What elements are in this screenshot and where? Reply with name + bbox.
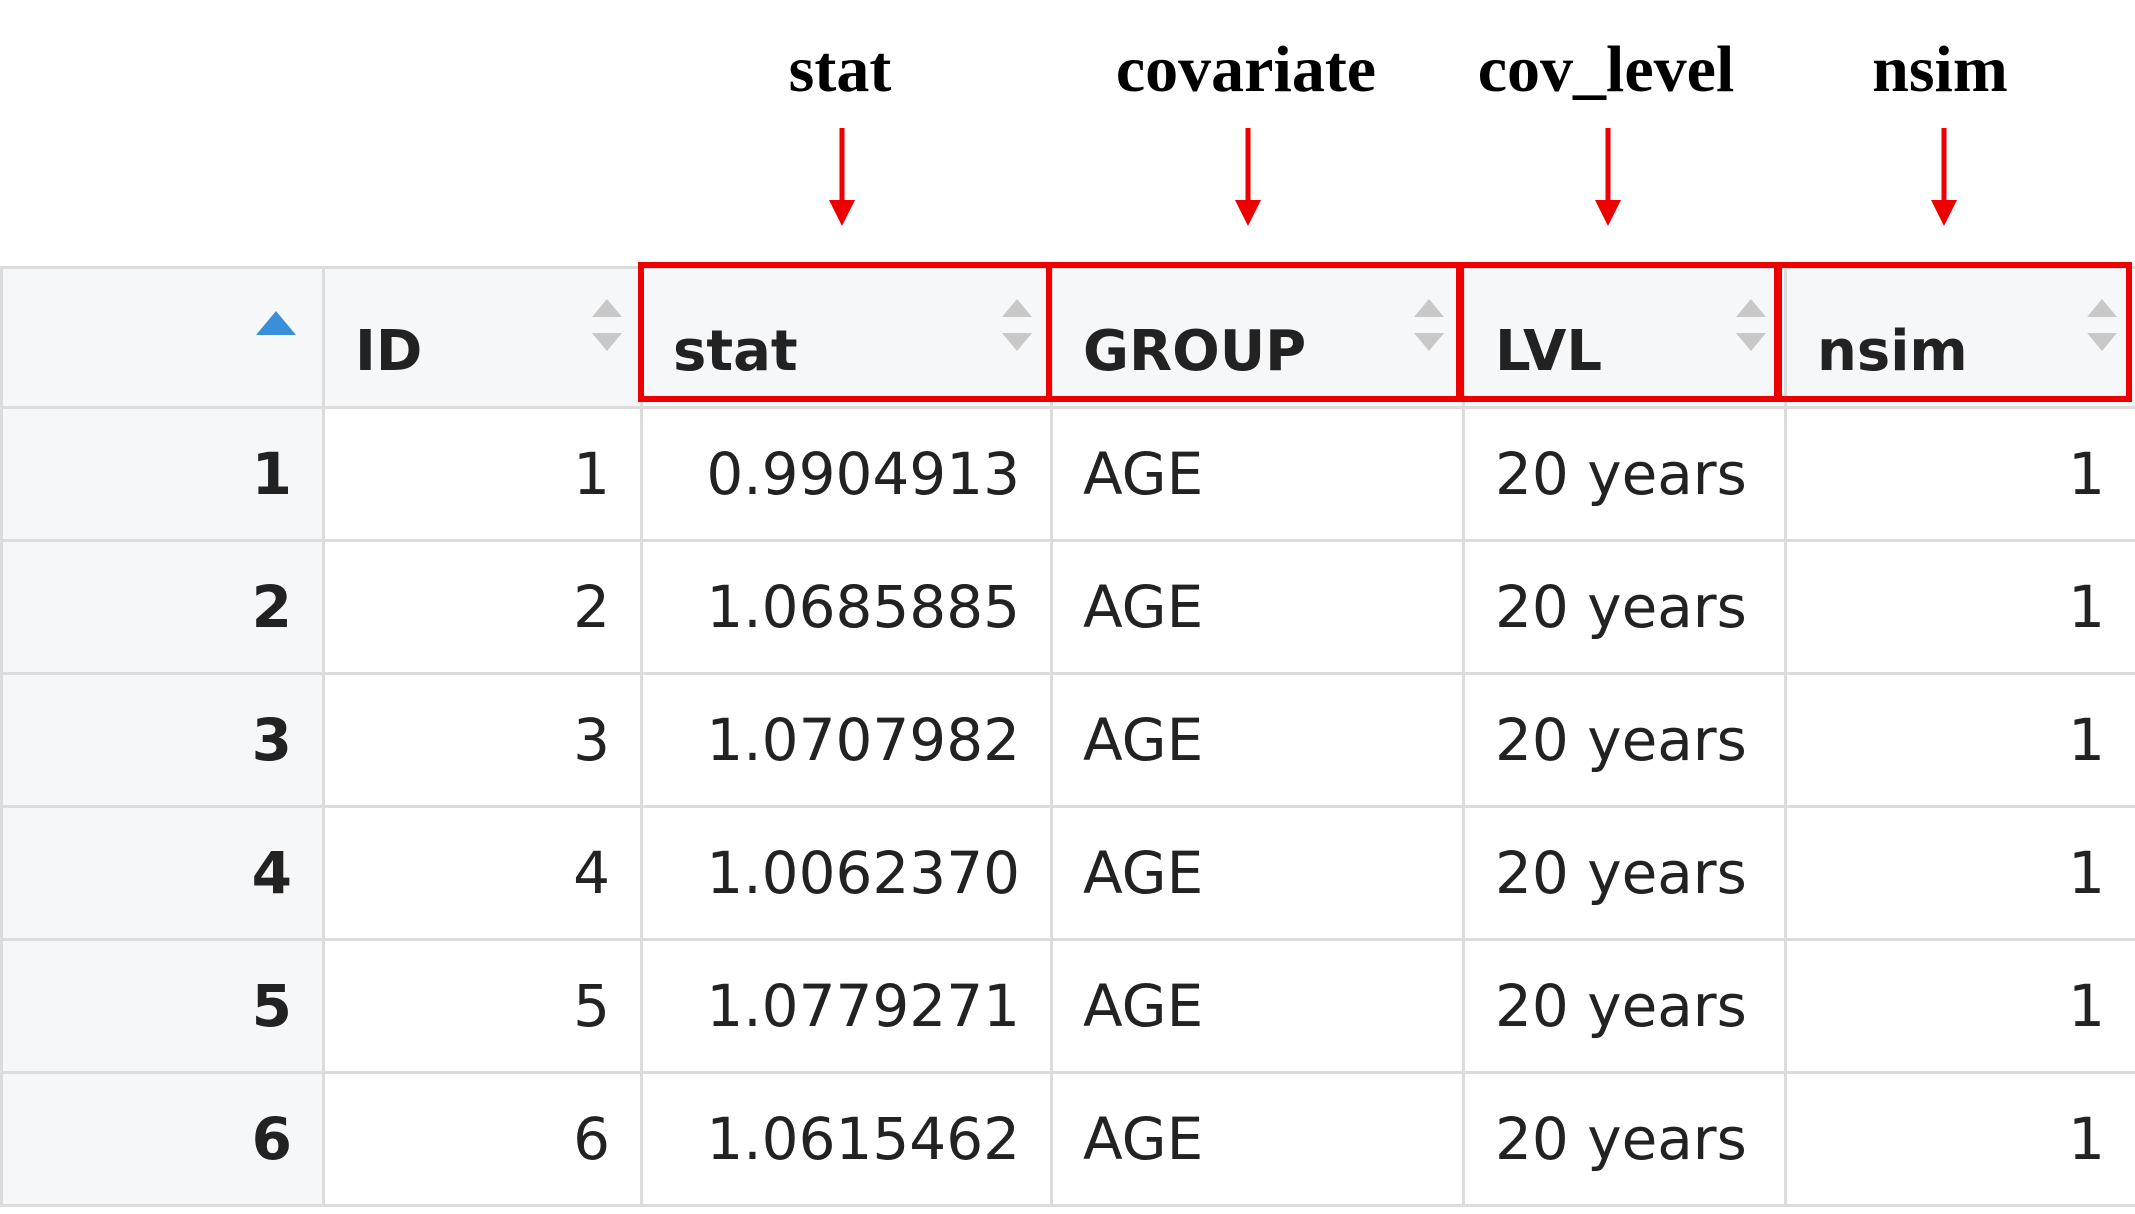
annotation-label-nsim: nsim — [1872, 33, 2008, 106]
stat-cell: 1.0685885 — [640, 539, 1053, 675]
group-cell: AGE — [1050, 805, 1465, 941]
nsim-cell: 1 — [1784, 1071, 2135, 1207]
lvl-cell: 20 years — [1462, 1071, 1787, 1207]
annotation-label-cov-level: cov_level — [1477, 33, 1735, 106]
column-header-group[interactable]: GROUP — [1050, 266, 1465, 409]
stat-cell: 1.0062370 — [640, 805, 1053, 941]
table-row[interactable]: 1 1 0.9904913 AGE 20 years 1 — [0, 406, 2135, 542]
arrow-down-icon — [1931, 128, 1957, 226]
table-row[interactable]: 5 5 1.0779271 AGE 20 years 1 — [0, 938, 2135, 1074]
nsim-cell: 1 — [1784, 938, 2135, 1074]
stat-cell: 1.0779271 — [640, 938, 1053, 1074]
annotation-label-stat: stat — [788, 33, 892, 106]
nsim-cell: 1 — [1784, 539, 2135, 675]
row-index-cell: 2 — [0, 539, 325, 675]
column-header-label: nsim — [1817, 319, 1968, 384]
stat-cell: 1.0707982 — [640, 672, 1053, 808]
id-cell: 6 — [322, 1071, 643, 1207]
group-cell: AGE — [1050, 539, 1465, 675]
group-cell: AGE — [1050, 938, 1465, 1074]
group-cell: AGE — [1050, 672, 1465, 808]
lvl-cell: 20 years — [1462, 672, 1787, 808]
id-cell: 5 — [322, 938, 643, 1074]
stat-cell: 0.9904913 — [640, 406, 1053, 542]
table-row[interactable]: 6 6 1.0615462 AGE 20 years 1 — [0, 1071, 2135, 1207]
arrow-down-icon — [1235, 128, 1261, 226]
id-cell: 2 — [322, 539, 643, 675]
arrow-down-icon — [1595, 128, 1621, 226]
group-cell: AGE — [1050, 1071, 1465, 1207]
column-header-nsim[interactable]: nsim — [1784, 266, 2135, 409]
sort-arrows-icon — [1414, 299, 1444, 351]
row-index-header[interactable] — [0, 266, 325, 409]
sort-arrows-icon — [1002, 299, 1032, 351]
lvl-cell: 20 years — [1462, 805, 1787, 941]
sort-arrows-icon — [592, 299, 622, 351]
column-header-label: stat — [673, 319, 798, 384]
row-index-cell: 1 — [0, 406, 325, 542]
id-cell: 1 — [322, 406, 643, 542]
nsim-cell: 1 — [1784, 406, 2135, 542]
annotation-label-covariate: covariate — [1115, 33, 1377, 106]
nsim-cell: 1 — [1784, 672, 2135, 808]
id-cell: 3 — [322, 672, 643, 808]
table-row[interactable]: 3 3 1.0707982 AGE 20 years 1 — [0, 672, 2135, 808]
lvl-cell: 20 years — [1462, 938, 1787, 1074]
column-header-label: LVL — [1495, 319, 1602, 384]
column-header-stat[interactable]: stat — [640, 266, 1053, 409]
row-index-cell: 5 — [0, 938, 325, 1074]
arrow-down-icon — [829, 128, 855, 226]
table-header-row: ID stat GROUP — [0, 266, 2135, 409]
group-cell: AGE — [1050, 406, 1465, 542]
sort-arrows-icon — [1736, 299, 1766, 351]
column-header-label: GROUP — [1083, 319, 1307, 384]
stat-cell: 1.0615462 — [640, 1071, 1053, 1207]
sort-ascending-icon — [256, 311, 296, 335]
lvl-cell: 20 years — [1462, 406, 1787, 542]
column-header-id[interactable]: ID — [322, 266, 643, 409]
table-row[interactable]: 2 2 1.0685885 AGE 20 years 1 — [0, 539, 2135, 675]
data-viewer-table: ID stat GROUP — [0, 266, 2135, 1207]
column-header-lvl[interactable]: LVL — [1462, 266, 1787, 409]
row-index-cell: 4 — [0, 805, 325, 941]
row-index-cell: 3 — [0, 672, 325, 808]
column-header-label: ID — [355, 319, 423, 384]
sort-arrows-icon — [2087, 299, 2117, 351]
lvl-cell: 20 years — [1462, 539, 1787, 675]
nsim-cell: 1 — [1784, 805, 2135, 941]
id-cell: 4 — [322, 805, 643, 941]
table-row[interactable]: 4 4 1.0062370 AGE 20 years 1 — [0, 805, 2135, 941]
row-index-cell: 6 — [0, 1071, 325, 1207]
